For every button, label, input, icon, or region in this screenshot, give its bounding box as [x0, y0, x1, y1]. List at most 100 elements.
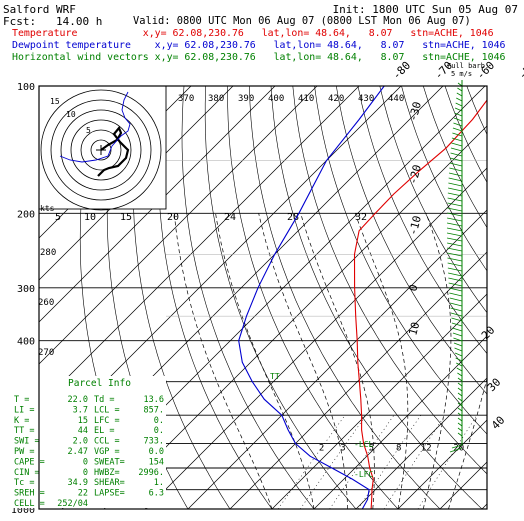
isotherm-label-right: 0 — [406, 283, 420, 293]
parcel-value: 3.7 — [73, 405, 88, 415]
wind-barb — [448, 277, 463, 282]
parcel-key: TT = — [14, 426, 34, 436]
plot-frame — [38, 85, 488, 510]
parcel-value: 0. — [154, 416, 164, 426]
wind-barb — [457, 382, 463, 387]
hodograph-ring — [80, 129, 122, 171]
wind-barb — [451, 317, 463, 322]
wind-barb — [452, 127, 463, 132]
mixing-ratio-label: 20 — [453, 443, 464, 453]
wind-barb — [449, 167, 463, 172]
parcel-info-title: Parcel Info — [68, 378, 131, 389]
hodograph-unit-label: kts — [40, 204, 55, 213]
parcel-value: 2996. — [138, 468, 164, 478]
model-title: Salford WRF — [3, 3, 76, 16]
parcel-value: 22 — [78, 489, 88, 499]
hodograph-ring — [90, 139, 112, 161]
theta-label: 370 — [178, 94, 194, 104]
inner-pressure-label: 280 — [40, 248, 56, 258]
parcel-key: CCL = — [94, 437, 120, 447]
wind-barb — [454, 347, 463, 352]
isotherm-line — [481, 503, 487, 509]
parcel-value: 252/04 — [57, 499, 88, 509]
temperature-profile — [353, 99, 487, 509]
wind-barb — [447, 252, 463, 257]
dry-adiabat — [401, 86, 487, 272]
mixing-ratio-label: 2 — [319, 443, 324, 453]
wind-barb — [448, 272, 463, 277]
parcel-value: 34.9 — [68, 478, 88, 488]
full-barb-label: Full barb: — [447, 62, 489, 70]
isotherm-line — [271, 293, 487, 509]
parcel-value: 2.0 — [73, 437, 88, 447]
isotherm-label-right: 10 — [406, 321, 422, 337]
theta-label: 400 — [268, 94, 284, 104]
wind-barb — [456, 97, 463, 102]
wind-barb — [448, 287, 463, 292]
wind-barb — [453, 122, 463, 127]
parcel-key: LI = — [14, 405, 34, 415]
dry-adiabat — [379, 86, 487, 314]
wind-barb — [457, 402, 463, 407]
isotherm-line — [39, 86, 276, 323]
init-time: Init: 1800 UTC Sun 05 Aug 07 — [332, 3, 518, 16]
dewpoint-legend: Dewpoint temperature x,y= 62.08,230.76 l… — [12, 40, 506, 51]
parcel-key: LAPSE= — [94, 489, 125, 499]
wind-barbs: Full barb:5 m/s — [446, 62, 489, 453]
wind-barb — [446, 237, 463, 242]
wind-barb — [448, 282, 463, 287]
wind-barb — [447, 192, 463, 197]
wind-barb — [454, 112, 463, 117]
wind-barb — [457, 417, 463, 422]
wind-barb — [454, 352, 463, 357]
dry-adiabat — [466, 86, 487, 136]
parcel-key: EL = — [94, 426, 114, 436]
wind-barb — [456, 362, 463, 367]
parcel-key: CAPE = — [14, 457, 45, 467]
wind-barb — [451, 142, 463, 147]
moist-adiabat — [215, 213, 315, 509]
wind-barb — [447, 197, 463, 202]
wind-barb — [452, 327, 463, 332]
lfc-label: -LFC — [354, 470, 373, 479]
isotherm-label-right: -30 — [406, 100, 424, 123]
parcel-key: SHEAR= — [94, 478, 125, 488]
dry-adiabat — [336, 86, 487, 395]
wind-barb — [447, 247, 463, 252]
wind-barb — [455, 357, 463, 362]
moist-adiabat — [300, 213, 375, 509]
wind-barb — [449, 162, 463, 167]
theta-label: 380 — [208, 94, 224, 104]
wind-legend: Horizontal wind vectors x,y= 62.08,230.7… — [12, 52, 506, 63]
hodograph-inset: 5 10 15 5 10 15 20 24 28 32 kts 280 260 270 — [38, 85, 367, 358]
wind-barb — [446, 232, 463, 237]
isotherm-label-right: 30 — [485, 376, 504, 395]
wind-barb — [450, 157, 463, 162]
mixing-ratio-line — [357, 415, 422, 509]
dry-adiabat — [227, 86, 399, 509]
isotherm-line — [229, 251, 487, 509]
hodograph-ring-label: 15 — [50, 97, 60, 106]
hodograph-ring — [40, 89, 162, 211]
parcel-key: HWBZ= — [94, 468, 120, 478]
parcel-value: 0.0 — [149, 447, 164, 457]
theta-label: 410 — [298, 94, 314, 104]
lcl-label: -LCL — [354, 440, 373, 449]
wind-barb — [448, 187, 463, 192]
parcel-value: 44 — [78, 426, 88, 436]
wind-barb — [447, 217, 463, 222]
wind-barb — [447, 207, 463, 212]
dry-adiabat — [292, 86, 487, 475]
parcel-key: SREH = — [14, 489, 45, 499]
parcel-value: 6.3 — [149, 489, 164, 499]
parcel-key: LCL = — [94, 405, 120, 415]
dry-adiabat — [132, 86, 231, 509]
hodograph-ring-label: 10 — [66, 110, 76, 119]
hodograph-speed-label: 15 — [120, 212, 132, 223]
moist-adiabat — [422, 213, 452, 509]
parcel-info-box: Parcel Info T = 22.0 Td = 13.6 LI = 3.7 LCL = 85… — [8, 376, 166, 509]
theta-labels: 370 380 390 400 410 420 430 440 — [178, 94, 404, 104]
parcel-value: 2.47 — [68, 447, 88, 457]
wind-barb — [456, 92, 463, 97]
